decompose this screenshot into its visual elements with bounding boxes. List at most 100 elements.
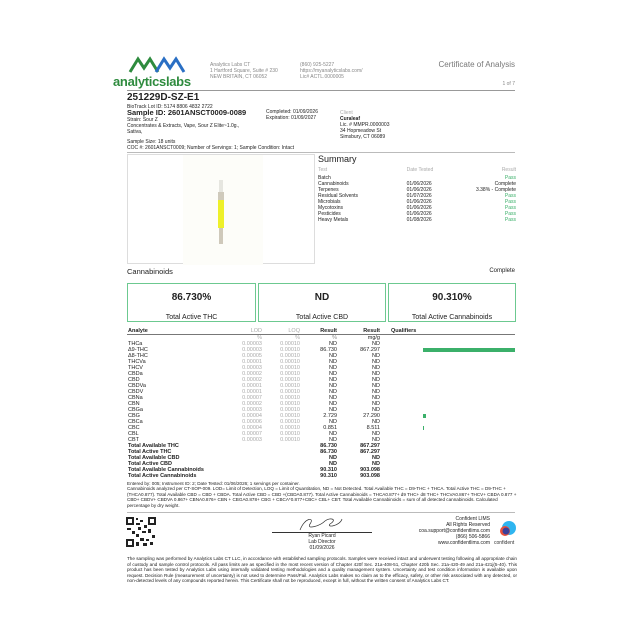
qr-code[interactable] xyxy=(126,517,156,547)
result-mg: ND xyxy=(372,353,380,359)
table-row: CBL 0.00007 0.00010 ND ND xyxy=(128,431,515,437)
summary-test: Mycotoxins xyxy=(318,205,344,211)
analyte: CBD xyxy=(128,377,140,383)
col-lod: LOD xyxy=(250,328,262,334)
notes-entered: Entered by: 005; Instrument ID: 2; Date … xyxy=(127,481,300,486)
analyte: CBG xyxy=(128,413,140,419)
summary-test: Pesticides xyxy=(318,211,341,217)
result-pct: ND xyxy=(329,437,337,443)
summary-result: Pass xyxy=(504,217,516,223)
total-row: Total Available CBD ND ND xyxy=(128,455,515,461)
cannabinoids-title: Cannabinoids xyxy=(127,267,173,276)
result-mg: ND xyxy=(372,377,380,383)
summary-result: 3.38% - Complete xyxy=(475,187,516,193)
confident-logo: confident xyxy=(494,520,524,550)
lims-phone: (866) 506-5866 xyxy=(455,534,490,540)
lims-info: Confident LIMS All Rights Reserved coa.s… xyxy=(419,516,490,546)
summary-result: Pass xyxy=(504,211,516,217)
lod: 0.00001 xyxy=(242,389,262,395)
loq: 0.00010 xyxy=(280,395,300,401)
total-mg: 867.297 xyxy=(360,449,380,455)
total-name: Total Active Cannabinoids xyxy=(128,473,197,479)
sample-details: Strain: Sour Z Concentrates & Extracts, … xyxy=(127,117,239,135)
total-name: Total Available Cannabinoids xyxy=(128,467,204,473)
lod: 0.00003 xyxy=(242,437,262,443)
table-row: CBGa 0.00003 0.00010 ND ND xyxy=(128,407,515,413)
total-pct: 86.730 xyxy=(320,449,337,455)
result-pct: ND xyxy=(329,431,337,437)
summary-date: 01/06/2026 xyxy=(406,187,432,193)
analyte: Δ8-THC xyxy=(128,353,148,359)
summary-row: Batch Pass xyxy=(318,175,516,181)
lims-email[interactable]: coa.support@confidentlims.com xyxy=(418,528,490,534)
client-info: Client Curaleaf Lic. # MMPR.0000003 34 H… xyxy=(340,110,389,140)
summary-test: Terpenes xyxy=(318,187,339,193)
analyte: CBGa xyxy=(128,407,143,413)
result-mg: ND xyxy=(372,419,380,425)
analyte: CBDa xyxy=(128,371,143,377)
signature-date: 01/09/2026 xyxy=(309,545,335,551)
summary-result: Complete xyxy=(494,181,516,187)
table-row: THCV 0.00003 0.00010 ND ND xyxy=(128,365,515,371)
logo-mark-icon xyxy=(128,56,186,73)
result-mg: ND xyxy=(372,401,380,407)
dates: Completed: 01/09/2026 Expiration: 01/09/… xyxy=(266,109,318,121)
unit-loq: % xyxy=(295,335,300,341)
analyte: CBDVa xyxy=(128,383,146,389)
total-pct: 90.310 xyxy=(320,473,337,479)
total-pct: 86.730 xyxy=(320,443,337,449)
product-image xyxy=(127,154,315,265)
confident-logo-text: confident xyxy=(494,540,515,546)
lab-website[interactable]: https://myanalyticslabs.com/ xyxy=(300,68,363,74)
total-mg: ND xyxy=(372,455,380,461)
result-pct: ND xyxy=(329,389,337,395)
col-loq: LOQ xyxy=(288,328,300,334)
notes: Entered by: 005; Instrument ID: 2; Date … xyxy=(127,481,517,508)
header-date: Date Tested xyxy=(406,167,434,173)
summary-result: Pass xyxy=(504,205,516,211)
summary-row: Heavy Metals 01/08/2026 Pass xyxy=(318,217,516,223)
lod: 0.00005 xyxy=(242,353,262,359)
result-mg: ND xyxy=(372,383,380,389)
notes-definitions: Cannabinoids analyzed per CT-SOP-009. LO… xyxy=(127,486,517,508)
result-bar xyxy=(423,348,515,352)
loq: 0.00010 xyxy=(280,365,300,371)
loq: 0.00010 xyxy=(280,407,300,413)
lod: 0.00007 xyxy=(242,431,262,437)
lod: 0.00001 xyxy=(242,359,262,365)
result-pct: ND xyxy=(329,377,337,383)
result-pct: ND xyxy=(329,371,337,377)
col-result-pct: Result xyxy=(320,328,337,334)
total-row: Total Active CBD ND ND xyxy=(128,461,515,467)
result-pct: 2.729 xyxy=(323,413,337,419)
expiration-date: Expiration: 01/09/2027 xyxy=(266,115,317,121)
lims-website[interactable]: www.confidentlims.com xyxy=(438,540,490,546)
total-active-thc-box: 86.730% Total Active THC xyxy=(127,283,256,322)
summary-date: 01/06/2026 xyxy=(406,181,432,187)
lod: 0.00003 xyxy=(242,365,262,371)
result-mg: ND xyxy=(372,359,380,365)
loq: 0.00010 xyxy=(280,347,300,353)
lod: 0.00003 xyxy=(242,407,262,413)
summary-result: Pass xyxy=(504,199,516,205)
box-label: Total Active CBD xyxy=(295,314,349,321)
summary-row: Pesticides 01/06/2026 Pass xyxy=(318,211,516,217)
signature-image xyxy=(280,514,360,532)
loq: 0.00010 xyxy=(280,413,300,419)
result-pct: 0.851 xyxy=(323,425,337,431)
sample-size: Sample Size: 18 units xyxy=(127,139,176,145)
result-mg: ND xyxy=(372,395,380,401)
table-row: CBDV 0.00001 0.00010 ND ND xyxy=(128,389,515,395)
summary-row: Mycotoxins 01/06/2026 Pass xyxy=(318,205,516,211)
total-mg: 903.098 xyxy=(360,467,380,473)
lod: 0.00002 xyxy=(242,377,262,383)
analyte: THCa xyxy=(128,341,143,347)
summary-result: Pass xyxy=(504,193,516,199)
table-row: CBDVa 0.00001 0.00010 ND ND xyxy=(128,383,515,389)
summary-row: Cannabinoids 01/06/2026 Complete xyxy=(318,181,516,187)
table-row: THCa 0.00003 0.00010 ND ND xyxy=(128,341,515,347)
lod: 0.00001 xyxy=(242,383,262,389)
completed-date: Completed: 01/09/2026 xyxy=(266,109,318,115)
lab-contact: (860) 925-5227 https://myanalyticslabs.c… xyxy=(300,62,363,80)
total-active-cannabinoids-box: 90.310% Total Active Cannabinoids xyxy=(388,283,516,322)
